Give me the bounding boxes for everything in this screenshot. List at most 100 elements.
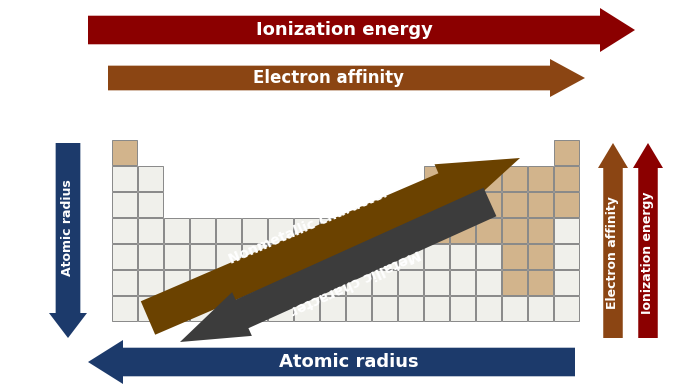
Bar (424, 270, 449, 295)
Bar (502, 270, 527, 295)
Bar (294, 218, 319, 243)
Bar (112, 192, 137, 217)
Polygon shape (140, 158, 520, 335)
Bar (320, 296, 345, 321)
Bar (112, 166, 137, 191)
Text: Nonmetallic character: Nonmetallic character (226, 185, 391, 267)
Bar (216, 296, 241, 321)
Text: Ionization energy: Ionization energy (256, 21, 432, 39)
Bar (268, 270, 293, 295)
Bar (190, 296, 215, 321)
Bar (398, 296, 423, 321)
Bar (268, 244, 293, 269)
Bar (528, 270, 553, 295)
Bar (112, 296, 137, 321)
Bar (502, 218, 527, 243)
Bar (398, 270, 423, 295)
Bar (502, 296, 527, 321)
Bar (502, 192, 527, 217)
Polygon shape (49, 143, 87, 338)
Bar (554, 244, 579, 269)
Bar (476, 218, 501, 243)
Bar (346, 296, 371, 321)
Bar (476, 244, 501, 269)
Bar (242, 218, 267, 243)
Bar (502, 166, 527, 191)
Bar (112, 140, 137, 165)
Bar (554, 270, 579, 295)
Bar (450, 296, 475, 321)
Bar (138, 244, 163, 269)
Bar (320, 270, 345, 295)
Bar (372, 244, 397, 269)
Bar (502, 244, 527, 269)
Bar (554, 296, 579, 321)
Text: Metallic character: Metallic character (288, 247, 422, 318)
Bar (554, 140, 579, 165)
Bar (528, 244, 553, 269)
Bar (346, 270, 371, 295)
Bar (450, 218, 475, 243)
Bar (398, 218, 423, 243)
Bar (346, 218, 371, 243)
Bar (164, 244, 189, 269)
Bar (554, 192, 579, 217)
Bar (216, 218, 241, 243)
Text: Electron affinity: Electron affinity (254, 69, 404, 87)
Text: Electron affinity: Electron affinity (606, 196, 619, 309)
Bar (294, 296, 319, 321)
Bar (164, 270, 189, 295)
Bar (112, 218, 137, 243)
Bar (190, 218, 215, 243)
Bar (320, 244, 345, 269)
Bar (528, 296, 553, 321)
Bar (372, 218, 397, 243)
Bar (294, 244, 319, 269)
Bar (138, 296, 163, 321)
Bar (242, 270, 267, 295)
Polygon shape (108, 59, 585, 97)
Bar (112, 244, 137, 269)
Bar (450, 270, 475, 295)
Text: Ionization energy: Ionization energy (642, 192, 655, 314)
Bar (424, 244, 449, 269)
Bar (528, 166, 553, 191)
Bar (190, 270, 215, 295)
Bar (164, 218, 189, 243)
Bar (554, 166, 579, 191)
Bar (476, 166, 501, 191)
Bar (138, 218, 163, 243)
Bar (242, 244, 267, 269)
Bar (372, 270, 397, 295)
Bar (476, 270, 501, 295)
Polygon shape (180, 188, 496, 342)
Bar (294, 270, 319, 295)
Bar (424, 296, 449, 321)
Bar (216, 244, 241, 269)
Polygon shape (633, 143, 663, 338)
Polygon shape (88, 8, 635, 52)
Bar (320, 218, 345, 243)
Bar (268, 296, 293, 321)
Bar (164, 296, 189, 321)
Bar (450, 166, 475, 191)
Bar (476, 192, 501, 217)
Bar (138, 270, 163, 295)
Bar (528, 192, 553, 217)
Bar (138, 166, 163, 191)
Bar (112, 270, 137, 295)
Bar (216, 270, 241, 295)
Bar (372, 296, 397, 321)
Bar (346, 244, 371, 269)
Text: Atomic radius: Atomic radius (279, 353, 419, 371)
Text: Atomic radius: Atomic radius (61, 180, 74, 276)
Bar (476, 296, 501, 321)
Bar (190, 244, 215, 269)
Bar (242, 296, 267, 321)
Bar (554, 218, 579, 243)
Bar (528, 218, 553, 243)
Bar (424, 192, 449, 217)
Bar (424, 166, 449, 191)
Bar (268, 218, 293, 243)
Bar (424, 218, 449, 243)
